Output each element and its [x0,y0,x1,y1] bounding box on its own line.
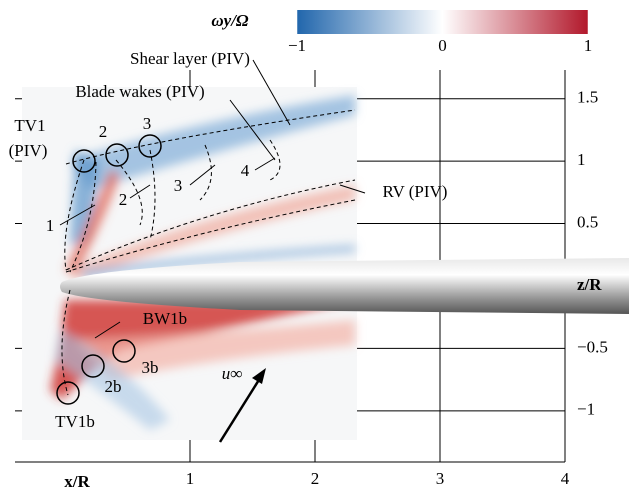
annotation: 2b [105,377,122,396]
x-tick-label: 2 [311,469,320,488]
annotation: 4 [241,161,250,180]
annotation: 2 [119,190,128,209]
annotation: BW1b [143,309,187,328]
y-tick-label: 0.5 [577,212,598,231]
annotation: 3 [143,114,152,133]
colorbar-tick-label: 0 [438,36,447,55]
annotation: (PIV) [9,141,48,160]
y-tick-label: −0.5 [577,337,608,356]
annotation: 2 [99,122,108,141]
annotation: TV1 [14,116,45,135]
colorbar-tick-label: −1 [288,36,306,55]
x-tick-label: 1 [186,469,195,488]
annotation: 3 [174,176,183,195]
x-tick-label: 4 [561,469,570,488]
colorbar-label: ωy/Ω [211,11,249,30]
annotation: 1 [46,216,55,235]
annotation: TV1b [55,412,95,431]
annotation: Blade wakes (PIV) [75,82,204,101]
annotation: 3b [142,358,159,377]
colorbar-tick-label: 1 [584,36,593,55]
y-tick-label: 1.5 [577,88,598,107]
fuselage [60,258,629,314]
annotation: u∞ [222,364,243,383]
annotation: RV (PIV) [383,182,448,201]
y-tick-label: −1 [577,400,595,419]
x-axis-label: x/R [64,472,90,491]
y-tick-label: 1 [577,150,586,169]
flow-features [56,59,366,443]
x-tick-label: 3 [436,469,445,488]
annotation: Shear layer (PIV) [130,49,250,68]
y-axis-label: z/R [577,275,602,294]
